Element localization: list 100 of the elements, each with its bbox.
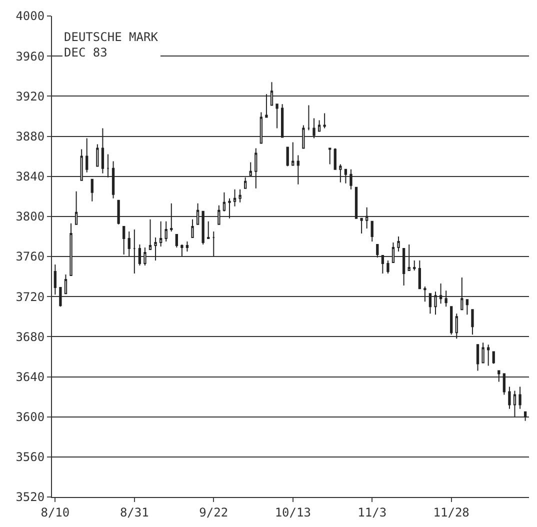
candlestick — [186, 240, 189, 252]
candlestick — [202, 210, 204, 245]
candlestick — [276, 104, 278, 129]
candlestick — [466, 299, 469, 316]
candlestick — [101, 128, 104, 174]
y-tick-label: 3760 — [16, 250, 45, 264]
candlestick — [112, 160, 115, 199]
candlestick — [444, 290, 448, 308]
candlestick — [244, 176, 247, 189]
candlestick — [86, 138, 88, 173]
candlestick — [486, 344, 490, 366]
y-tick-label: 4000 — [16, 9, 45, 24]
candlestick — [144, 246, 146, 266]
candlestick — [254, 148, 258, 189]
candlestick — [249, 162, 252, 176]
candlestick — [207, 220, 210, 239]
candlestick — [238, 188, 242, 203]
candlestick — [508, 386, 511, 410]
candlestick — [233, 188, 236, 207]
candlestick — [455, 313, 458, 340]
candlestick — [159, 220, 162, 247]
candlestick — [307, 104, 310, 131]
y-tick-label: 3800 — [16, 210, 45, 224]
x-tick-label: 8/10 — [40, 505, 70, 520]
y-tick-label: 3640 — [16, 370, 45, 384]
x-tick-label: 8/31 — [120, 505, 149, 520]
candlestick — [397, 236, 400, 252]
candlestick — [292, 142, 294, 166]
candlestick — [350, 168, 352, 190]
y-tick-label: 3920 — [16, 89, 45, 104]
candlestick — [513, 390, 516, 418]
candlestick — [381, 255, 384, 274]
candlestick — [117, 200, 120, 225]
candlestick — [339, 164, 342, 183]
y-tick-label: 3520 — [16, 490, 45, 504]
candlestick — [218, 204, 220, 225]
candlestick — [154, 236, 157, 262]
candlestick — [318, 120, 321, 132]
candlestick — [413, 260, 416, 272]
candlestick — [64, 274, 68, 294]
candlestick — [418, 260, 421, 290]
candlestick — [286, 146, 289, 167]
candlestick — [296, 154, 300, 185]
candlestick — [386, 260, 390, 274]
candlestick — [164, 220, 168, 242]
candlestick — [90, 178, 94, 202]
candlestick — [354, 186, 358, 219]
candlestick — [280, 104, 284, 138]
candlestick — [498, 370, 500, 382]
candlestick — [366, 206, 368, 229]
y-tick-label: 3680 — [16, 330, 45, 344]
candlestick — [328, 148, 332, 165]
candlestick — [148, 218, 152, 250]
y-tick-label: 3720 — [16, 290, 45, 304]
candlestick — [482, 342, 484, 364]
candlestick — [312, 118, 316, 139]
candlestick — [460, 277, 464, 310]
candlestick — [212, 230, 215, 257]
candlestick — [439, 283, 442, 304]
x-tick-label: 11/3 — [358, 505, 387, 520]
candlestick — [492, 351, 495, 364]
text: DEUTSCHE MARK — [64, 30, 159, 44]
candlestick — [133, 228, 136, 274]
candlestick — [222, 192, 226, 212]
candlestick — [502, 373, 506, 396]
candlestick — [128, 230, 130, 257]
candlestick — [96, 144, 99, 167]
candlestick — [408, 244, 410, 272]
candlestick — [80, 148, 83, 181]
candlestick — [70, 222, 72, 276]
text: DEC 83 — [64, 46, 108, 60]
candlestick — [260, 112, 263, 144]
candlestick — [170, 202, 173, 232]
candlestick — [471, 309, 474, 336]
candlestick — [376, 244, 379, 258]
candlestick — [323, 112, 326, 129]
candlestick — [370, 220, 374, 242]
x-tick-label: 10/13 — [274, 505, 311, 520]
y-tick-label: 3600 — [16, 410, 45, 424]
x-tick-label: 9/22 — [199, 505, 228, 520]
candlestick — [270, 82, 274, 106]
candlestick — [434, 291, 437, 316]
candlestick — [74, 190, 78, 225]
candlestick — [524, 411, 527, 422]
candlestick — [228, 198, 231, 219]
y-tick-label: 3880 — [16, 129, 45, 144]
candlestick — [122, 226, 126, 255]
candlestick — [175, 234, 178, 248]
candlestick — [344, 168, 348, 184]
x-tick-label: 11/28 — [433, 505, 470, 520]
candlestick — [302, 124, 305, 149]
candlestick — [59, 287, 62, 308]
candlestick — [424, 286, 426, 302]
candlestick — [428, 293, 432, 314]
y-tick-label: 3560 — [16, 450, 45, 464]
candlestick — [180, 244, 184, 257]
candlestick — [402, 248, 406, 286]
candlestick — [360, 218, 363, 234]
candlestick — [334, 148, 336, 170]
candlestick — [54, 264, 56, 296]
